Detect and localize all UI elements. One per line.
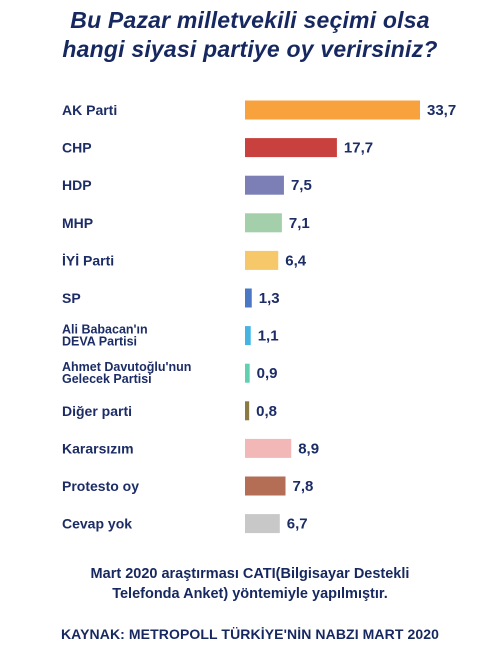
value-label-2: 7,5 <box>291 177 312 194</box>
category-label-8: Diğer parti <box>62 403 132 419</box>
category-label-5: SP <box>62 290 81 306</box>
value-label-0: 33,7 <box>427 102 456 119</box>
bar-1 <box>245 138 337 158</box>
bar-8 <box>245 401 250 421</box>
bar-5 <box>245 288 252 308</box>
category-label-10: Protesto oy <box>62 478 139 494</box>
value-label-11: 6,7 <box>287 516 308 533</box>
category-label-7: Ahmet Davutoğlu'nun Gelecek Partisi <box>62 360 191 386</box>
value-label-7: 0,9 <box>257 365 278 382</box>
method-note-line-2: Telefonda Anket) yöntemiyle yapılmıştır. <box>112 586 388 602</box>
bar-0 <box>245 100 420 120</box>
bar-6 <box>245 326 251 346</box>
bar-11 <box>245 514 280 534</box>
method-note-line-1: Mart 2020 araştırması CATI(Bilgisayar De… <box>90 566 410 582</box>
bar-3 <box>245 213 282 233</box>
value-label-1: 17,7 <box>344 140 373 157</box>
bar-9 <box>245 438 292 458</box>
category-label-4: İYİ Parti <box>62 252 114 268</box>
bar-4 <box>245 250 279 270</box>
bar-2 <box>245 175 284 195</box>
source-note: KAYNAK: METROPOLL TÜRKİYE'NİN NABZI MART… <box>60 626 440 642</box>
category-label-3: MHP <box>62 215 93 231</box>
value-label-4: 6,4 <box>285 252 307 269</box>
bar-10 <box>245 476 286 496</box>
category-label-1: CHP <box>62 140 92 156</box>
value-label-5: 1,3 <box>259 290 280 307</box>
value-label-8: 0,8 <box>256 403 277 420</box>
category-label-2: HDP <box>62 177 92 193</box>
chart-title-line-1: Bu Pazar milletvekili seçimi olsa <box>70 7 430 33</box>
chart-title-line-2: hangi siyasi partiye oy verirsiniz? <box>62 36 438 62</box>
bar-7 <box>245 363 250 383</box>
category-label-0: AK Parti <box>62 102 117 118</box>
value-label-9: 8,9 <box>298 440 319 457</box>
value-label-3: 7,1 <box>289 215 310 232</box>
category-label-9: Kararsızım <box>62 440 134 456</box>
category-label-11: Cevap yok <box>62 516 132 532</box>
category-label-6: Ali Babacan'ın DEVA Partisi <box>62 323 148 349</box>
bar-chart: 33,7 AK Parti 17,7 CHP 7,5 HDP 7,1 MHP 6,4 İYİ Pa… <box>62 100 456 534</box>
value-label-6: 1,1 <box>258 328 279 345</box>
value-label-10: 7,8 <box>293 478 314 495</box>
